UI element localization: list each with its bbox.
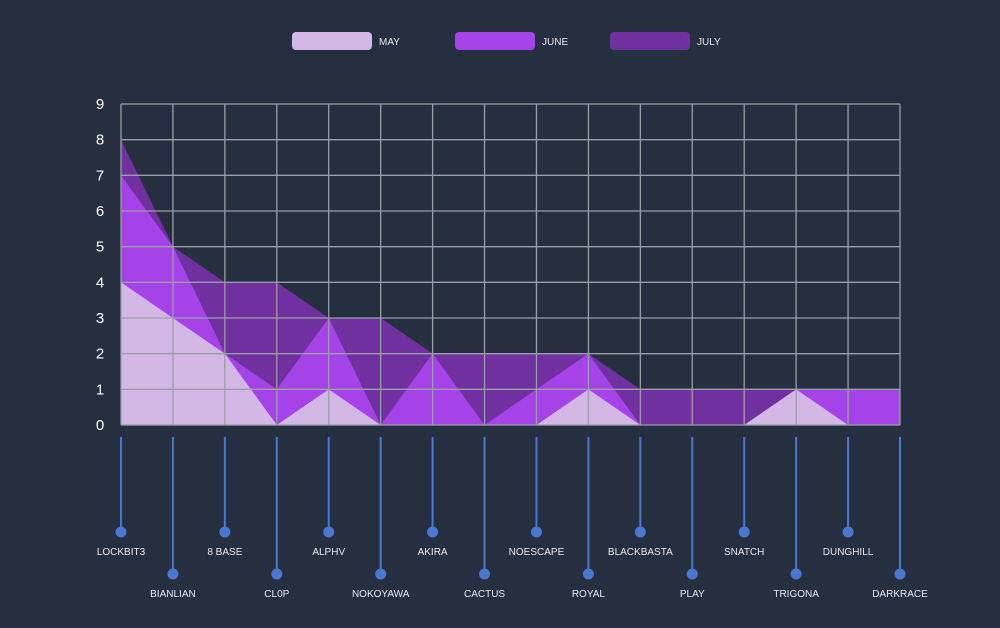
category-dot [686,568,698,580]
x-tick-label-play: PLAY [680,589,705,600]
category-dot [894,568,906,580]
grid [120,103,901,426]
x-tick-label-8-base: 8 BASE [207,547,242,558]
x-tick-label-cactus: CACTUS [464,589,505,600]
legend-label-may: MAY [379,37,400,48]
series-area-may [121,282,900,425]
legend-label-june: JUNE [542,37,568,48]
category-dot [582,568,594,580]
y-tick-label: 1 [96,381,104,398]
category-dot [842,526,854,538]
x-tick-label-royal: ROYAL [572,589,606,600]
x-tick-label-nokoyawa: NOKOYAWA [352,589,410,600]
category-dot [530,526,542,538]
x-tick-label-noescape: NOESCAPE [509,547,565,558]
x-tick-label-blackbasta: BLACKBASTA [608,547,673,558]
category-dot [634,526,646,538]
x-tick-label-bianlian: BIANLIAN [150,589,196,600]
x-tick-label-alphv: ALPHV [312,547,345,558]
y-axis: 0 1 2 3 4 5 6 7 8 9 [96,96,104,434]
x-tick-label-snatch: SNATCH [724,547,764,558]
category-dot [479,568,491,580]
y-tick-label: 3 [96,310,104,327]
category-dot [738,526,750,538]
x-tick-label-trigona: TRIGONA [773,589,819,600]
x-tick-label-akira: AKIRA [418,547,448,558]
y-tick-label: 9 [96,96,104,113]
category-dot [115,526,127,538]
category-dot [323,526,335,538]
category-dot [375,568,387,580]
x-tick-label-cl0p: CL0P [264,589,289,600]
y-tick-label: 6 [96,203,104,220]
x-tick-label-lockbit3: LOCKBIT3 [97,547,146,558]
y-tick-label: 7 [96,167,104,184]
x-axis: LOCKBIT3 BIANLIAN 8 BASE CL0P ALPHV NOKOYAWA A… [97,437,928,600]
legend-swatch-may [292,32,372,50]
series-area-june [121,175,900,425]
category-dot [271,568,283,580]
y-tick-label: 2 [96,346,104,363]
x-tick-label-dunghill: DUNGHILL [823,547,874,558]
category-dot [427,526,439,538]
y-tick-label: 8 [96,132,104,149]
x-tick-label-darkrace: DARKRACE [872,589,928,600]
y-tick-label: 4 [96,274,104,291]
legend-swatch-june [455,32,535,50]
category-dot [167,568,179,580]
legend-label-july: JULY [697,37,721,48]
legend-swatch-july [610,32,690,50]
category-dot [790,568,802,580]
legend: MAY JUNE JULY [292,32,721,50]
category-dot [219,526,231,538]
y-tick-label: 5 [96,239,104,256]
y-tick-label: 0 [96,417,104,434]
